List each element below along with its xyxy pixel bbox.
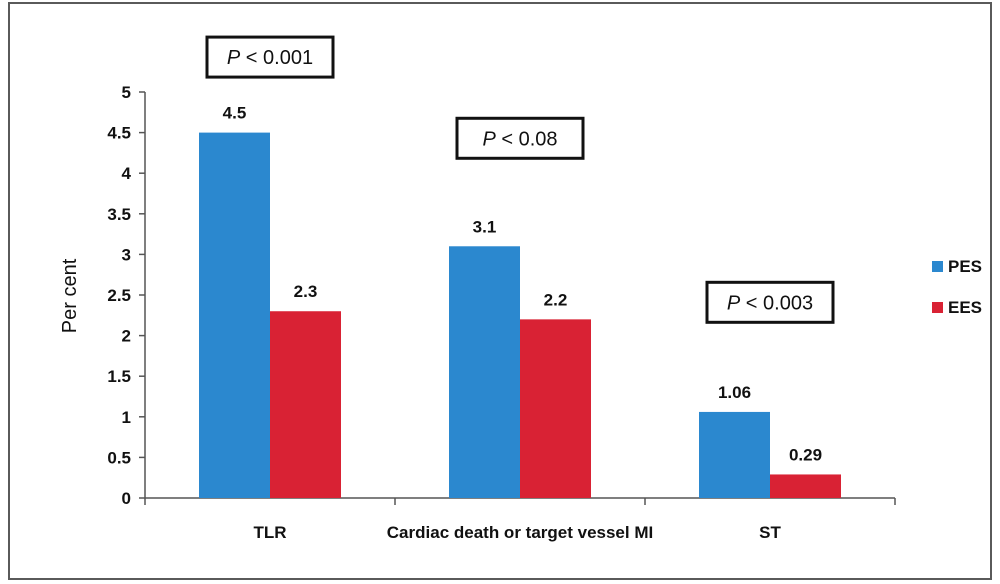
p-value-box: P < 0.001 — [205, 35, 335, 79]
y-tick-label: 3.5 — [107, 205, 131, 224]
y-tick-label: 4.5 — [107, 124, 131, 143]
p-value-box-border — [205, 35, 335, 79]
y-tick-label: 1 — [122, 408, 131, 427]
legend: PES EES — [932, 257, 982, 317]
y-tick-label: 2.5 — [107, 286, 131, 305]
legend-label-ees: EES — [948, 298, 982, 317]
y-tick-label: 2 — [122, 327, 131, 346]
axes: 0 0.5 1 1.5 2 2.5 3 3.5 4 4.5 5 TLR Cardiac death or… — [107, 83, 896, 542]
p-symbol: P — [482, 128, 496, 150]
bar-chart: 0 0.5 1 1.5 2 2.5 3 3.5 4 4.5 5 TLR Cardiac death or… — [59, 35, 982, 542]
x-category-label: TLR — [253, 523, 286, 542]
y-tick-label: 3 — [122, 245, 131, 264]
p-threshold: < 0.08 — [496, 128, 558, 150]
y-tick-label: 5 — [122, 83, 131, 102]
bar-pes — [449, 246, 520, 498]
legend-swatch-ees — [932, 302, 943, 313]
p-value-text: P < 0.001 — [227, 47, 313, 69]
x-category-label: Cardiac death or target vessel MI — [387, 523, 653, 542]
x-category-label: ST — [759, 523, 781, 542]
data-label: 2.2 — [544, 290, 568, 309]
bars — [199, 132, 841, 498]
p-symbol: P — [227, 47, 241, 69]
p-value-text: P < 0.003 — [727, 292, 813, 314]
bar-pes — [699, 411, 770, 498]
data-labels: 4.5 3.1 1.06 2.3 2.2 0.29 — [223, 104, 822, 465]
y-axis-label: Per cent — [59, 258, 81, 333]
p-value-box-border — [455, 116, 585, 160]
p-symbol: P — [727, 292, 741, 314]
data-label: 2.3 — [294, 282, 318, 301]
chart-frame: 0 0.5 1 1.5 2 2.5 3 3.5 4 4.5 5 TLR Cardiac death or… — [8, 2, 992, 580]
y-tick-label: 4 — [122, 164, 132, 183]
p-value-box-border — [705, 280, 835, 324]
data-label: 4.5 — [223, 104, 247, 123]
p-threshold: < 0.001 — [240, 47, 313, 69]
legend-swatch-pes — [932, 261, 943, 272]
legend-label-pes: PES — [948, 257, 982, 276]
p-threshold: < 0.003 — [740, 292, 813, 314]
p-value-text: P < 0.08 — [482, 128, 557, 150]
p-value-box: P < 0.08 — [455, 116, 585, 160]
data-label: 0.29 — [789, 445, 822, 464]
bar-ees — [770, 474, 841, 498]
y-tick-label: 0 — [122, 489, 131, 508]
bar-ees — [270, 311, 341, 498]
bar-pes — [199, 132, 270, 498]
y-tick-label: 1.5 — [107, 367, 131, 386]
data-label: 3.1 — [473, 217, 497, 236]
bar-ees — [520, 319, 591, 498]
y-tick-label: 0.5 — [107, 448, 131, 467]
data-label: 1.06 — [718, 383, 751, 402]
p-value-box: P < 0.003 — [705, 280, 835, 324]
